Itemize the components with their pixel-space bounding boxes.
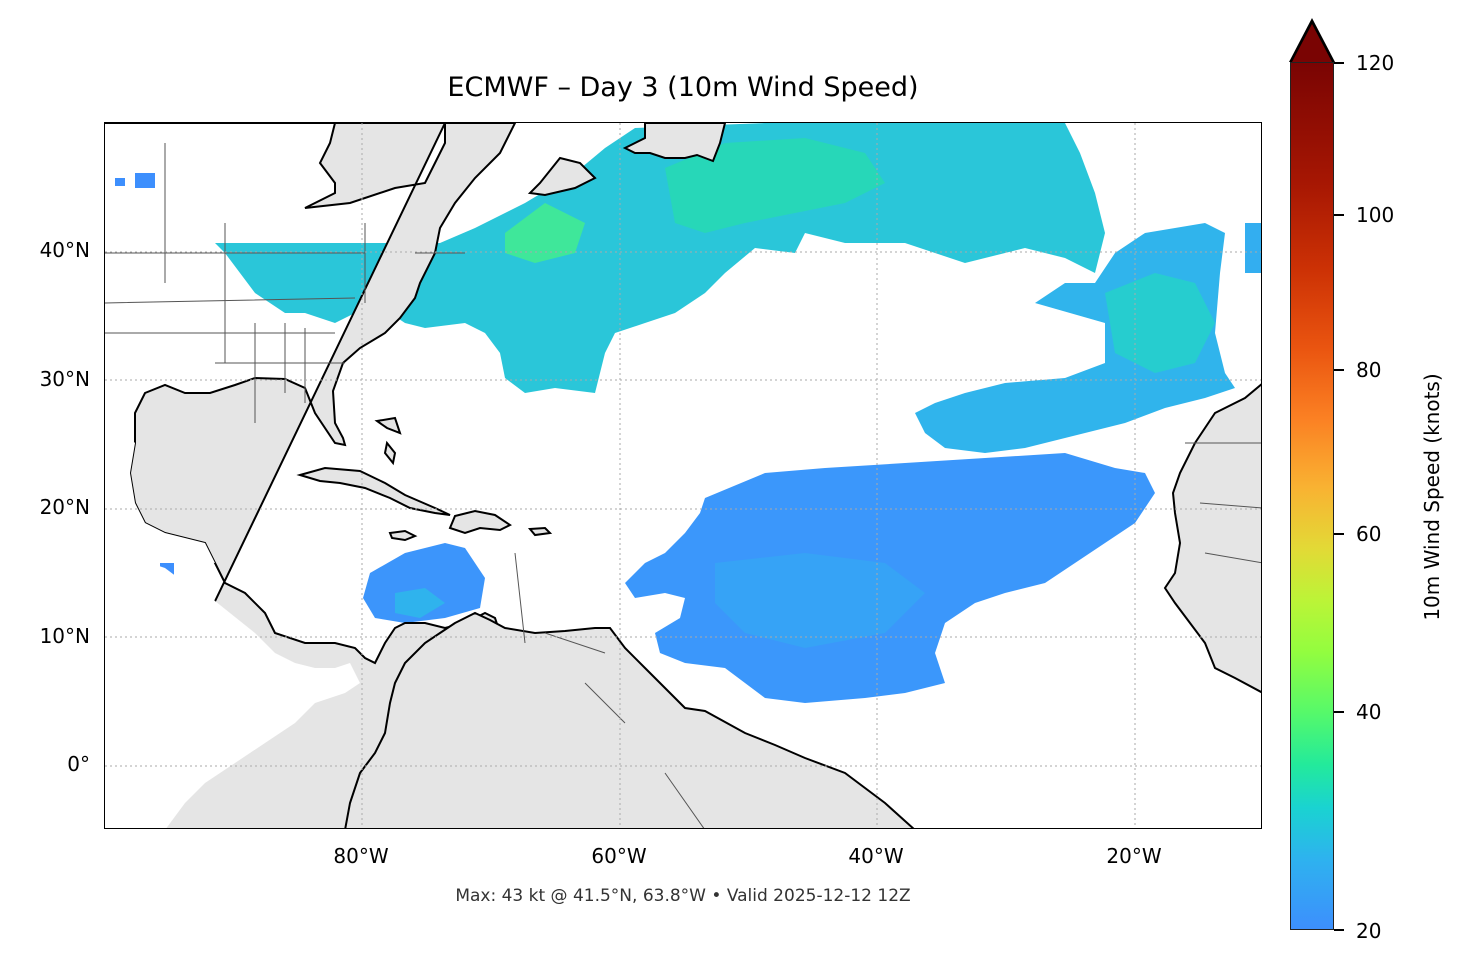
colorbar-label-80: 80 (1356, 358, 1382, 382)
colorbar (1290, 62, 1334, 930)
y-tick-40n: 40°N (39, 238, 90, 262)
wind-speed-field (115, 123, 1261, 703)
y-tick-20n: 20°N (39, 495, 90, 519)
y-tick-30n: 30°N (39, 367, 90, 391)
colorbar-tick-mark (1334, 62, 1344, 64)
x-tick-80w: 80°W (333, 844, 389, 868)
x-tick-20w: 20°W (1106, 844, 1162, 868)
map-plot-area (104, 122, 1262, 829)
gridlines (105, 123, 1261, 828)
colorbar-title: 10m Wind Speed (knots) (1420, 373, 1444, 621)
max-wind-footnote: Max: 43 kt @ 41.5°N, 63.8°W • Valid 2025… (455, 886, 911, 906)
political-boundaries (105, 143, 1261, 828)
y-tick-10n: 10°N (39, 624, 90, 648)
land-masses (105, 123, 1261, 828)
y-tick-0: 0° (67, 752, 90, 776)
colorbar-label-20: 20 (1356, 919, 1382, 943)
colorbar-tick-mark (1334, 369, 1344, 371)
colorbar-label-40: 40 (1356, 700, 1382, 724)
colorbar-tick-mark (1334, 533, 1344, 535)
colorbar-tick-mark (1334, 214, 1344, 216)
colorbar-label-120: 120 (1356, 51, 1395, 75)
colorbar-tick-mark (1334, 711, 1344, 713)
colorbar-label-100: 100 (1356, 203, 1395, 227)
colorbar-label-60: 60 (1356, 522, 1382, 546)
colorbar-extend-arrow-fill (1292, 24, 1332, 62)
map-canvas (105, 123, 1261, 828)
colorbar-tick-mark (1334, 929, 1344, 931)
x-tick-60w: 60°W (591, 844, 647, 868)
x-tick-40w: 40°W (848, 844, 904, 868)
chart-title: ECMWF – Day 3 (10m Wind Speed) (447, 72, 919, 103)
